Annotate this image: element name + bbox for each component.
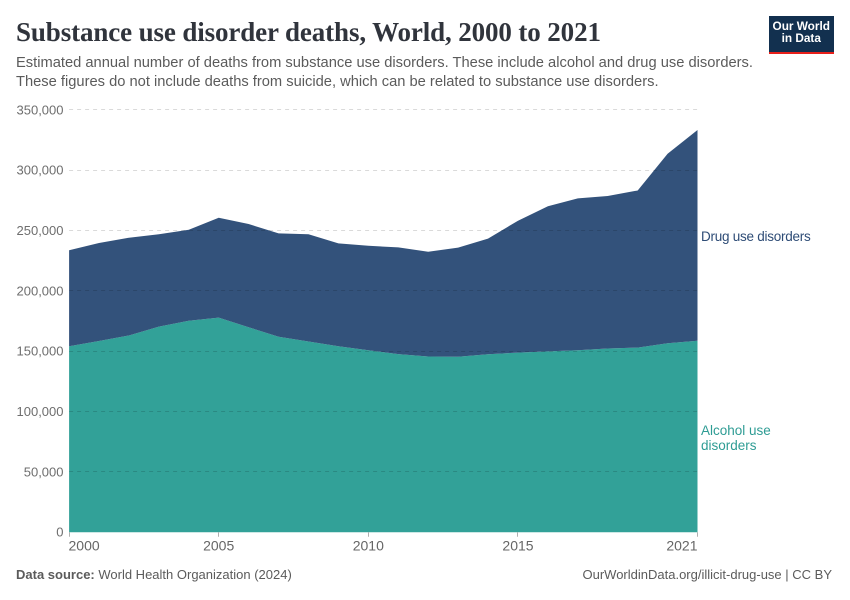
svg-text:250,000: 250,000 (17, 223, 64, 238)
svg-text:350,000: 350,000 (17, 102, 64, 117)
svg-text:2015: 2015 (502, 538, 533, 554)
svg-text:200,000: 200,000 (17, 283, 64, 298)
svg-text:2021: 2021 (666, 538, 697, 554)
svg-text:2005: 2005 (203, 538, 234, 554)
svg-text:2010: 2010 (353, 538, 384, 554)
svg-text:100,000: 100,000 (17, 404, 64, 419)
svg-text:150,000: 150,000 (17, 344, 64, 359)
svg-text:50,000: 50,000 (24, 464, 64, 479)
svg-text:0: 0 (56, 525, 63, 540)
svg-text:300,000: 300,000 (17, 163, 64, 178)
svg-text:2000: 2000 (69, 538, 100, 554)
